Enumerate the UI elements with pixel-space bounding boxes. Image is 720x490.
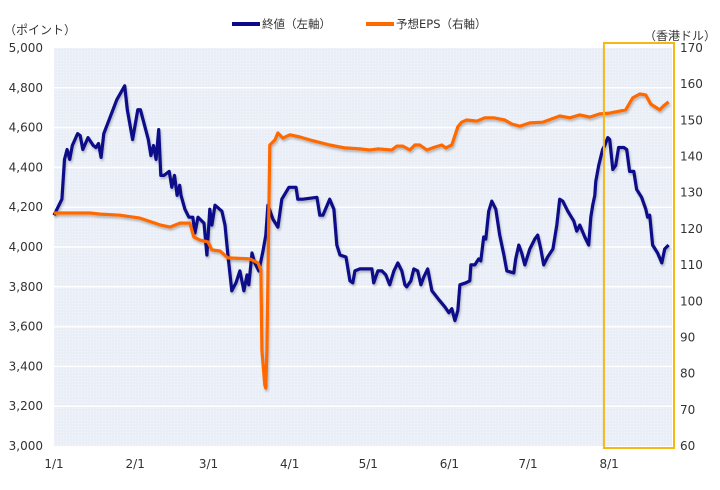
right-axis-label: （香港ドル） [644,29,716,43]
x-tick-label: 6/1 [440,457,459,471]
right-tick-label: 160 [680,77,703,91]
left-axis-label: （ポイント） [4,23,76,37]
right-tick-label: 60 [680,439,695,453]
series-line-1 [54,92,670,390]
right-tick-label: 90 [680,330,695,344]
x-axis: 1/1 2/1 3/1 4/1 5/1 6/1 7/1 8/1 [44,457,618,471]
legend-label-eps: 予想EPS（右軸） [396,17,487,31]
left-tick-label: 5,000 [9,41,43,55]
left-tick-label: 3,800 [9,280,43,294]
right-tick-label: 70 [680,403,695,417]
legend: 終値（左軸） 予想EPS（右軸） [232,17,487,31]
x-tick-label: 1/1 [44,457,63,471]
right-tick-label: 140 [680,150,703,164]
x-tick-label: 4/1 [280,457,299,471]
series-lines [52,84,670,390]
left-axis: 3,000 3,200 3,400 3,600 3,800 4,000 4,200 4,400… [9,41,43,453]
right-tick-label: 100 [680,294,703,308]
left-tick-label: 3,400 [9,359,43,373]
right-tick-label: 130 [680,186,703,200]
left-tick-label: 4,400 [9,160,43,174]
left-tick-label: 3,200 [9,399,43,413]
right-tick-label: 80 [680,367,695,381]
left-tick-label: 4,600 [9,121,43,135]
left-tick-label: 3,000 [9,439,43,453]
series-line-0 [52,84,670,323]
right-axis: 60 70 80 90 100 110 120 130 140 150 160 170 [680,41,703,453]
left-tick-label: 4,200 [9,200,43,214]
left-tick-label: 3,600 [9,320,43,334]
left-tick-label: 4,800 [9,81,43,95]
highlight-box [602,42,676,449]
x-tick-label: 7/1 [518,457,537,471]
x-tick-label: 2/1 [126,457,145,471]
legend-label-close: 終値（左軸） [262,17,331,31]
gridlines [54,87,672,407]
right-tick-label: 120 [680,222,703,236]
x-tick-label: 8/1 [599,457,618,471]
left-tick-label: 4,000 [9,240,43,254]
right-tick-label: 170 [680,41,703,55]
x-tick-label: 3/1 [199,457,218,471]
right-tick-label: 150 [680,113,703,127]
x-tick-label: 5/1 [359,457,378,471]
right-tick-label: 110 [680,258,703,272]
